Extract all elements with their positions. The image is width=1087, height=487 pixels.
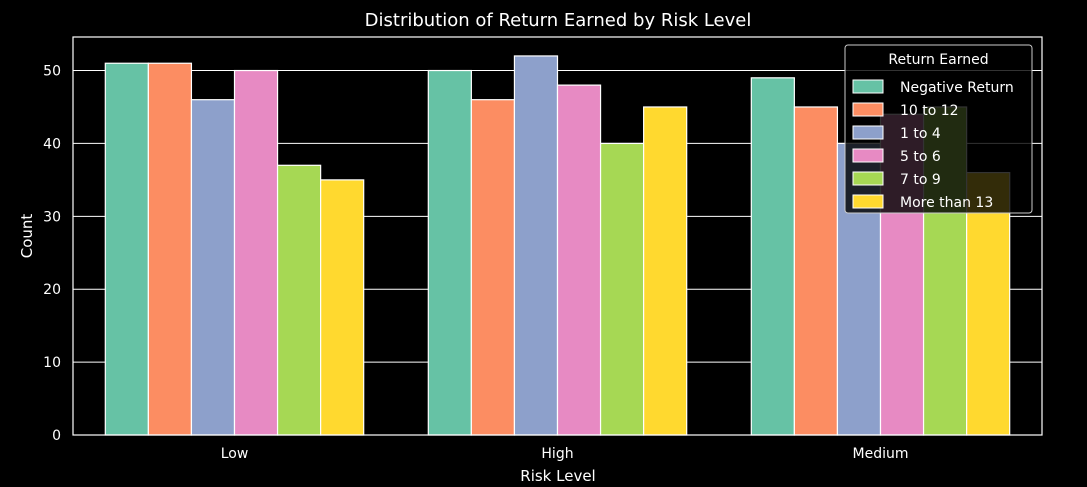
x-axis-label: Risk Level <box>520 467 595 485</box>
y-tick-label: 50 <box>43 64 61 80</box>
y-axis-label: Count <box>18 214 36 259</box>
x-axis-ticks: Low High Medium <box>221 446 909 462</box>
legend: Return Earned Negative Return 10 to 12 1 to… <box>844 44 1033 214</box>
bar <box>233 69 279 436</box>
legend-box <box>844 44 1033 214</box>
legend-swatch <box>852 125 884 140</box>
x-tick-label: High <box>541 446 573 462</box>
bar <box>427 69 472 436</box>
bar <box>190 99 236 436</box>
chart-title: Distribution of Return Earned by Risk Le… <box>365 10 752 31</box>
bars <box>104 55 1011 436</box>
x-tick-label: Medium <box>853 446 909 462</box>
legend-entry: 7 to 9 <box>900 172 941 188</box>
bar <box>276 164 322 436</box>
legend-swatch <box>852 148 884 163</box>
y-tick-label: 0 <box>52 428 61 444</box>
legend-entry: More than 13 <box>900 195 993 211</box>
legend-swatch <box>852 102 884 117</box>
bar <box>320 179 365 436</box>
bar <box>750 77 795 436</box>
legend-entry: Negative Return <box>900 80 1014 96</box>
bar <box>599 142 645 436</box>
bar <box>104 62 149 436</box>
y-axis-ticks: 0 10 20 30 40 50 <box>43 64 61 444</box>
legend-entry: 10 to 12 <box>900 103 959 119</box>
y-tick-label: 40 <box>43 136 61 152</box>
legend-entry: 1 to 4 <box>900 126 941 142</box>
y-tick-label: 20 <box>43 282 61 298</box>
legend-swatch <box>852 194 884 209</box>
y-tick-label: 10 <box>43 355 61 371</box>
bar <box>556 84 602 436</box>
legend-swatch <box>852 171 884 186</box>
plot-frame <box>72 36 1043 436</box>
x-tick-label: Low <box>221 446 249 462</box>
legend-swatch <box>852 79 884 94</box>
bar <box>470 99 516 436</box>
bar <box>147 62 193 436</box>
bar <box>513 55 559 436</box>
y-tick-label: 30 <box>43 209 61 225</box>
bar <box>793 106 839 436</box>
legend-title: Return Earned <box>888 52 988 68</box>
bar <box>643 106 688 436</box>
legend-entry: 5 to 6 <box>900 149 941 165</box>
